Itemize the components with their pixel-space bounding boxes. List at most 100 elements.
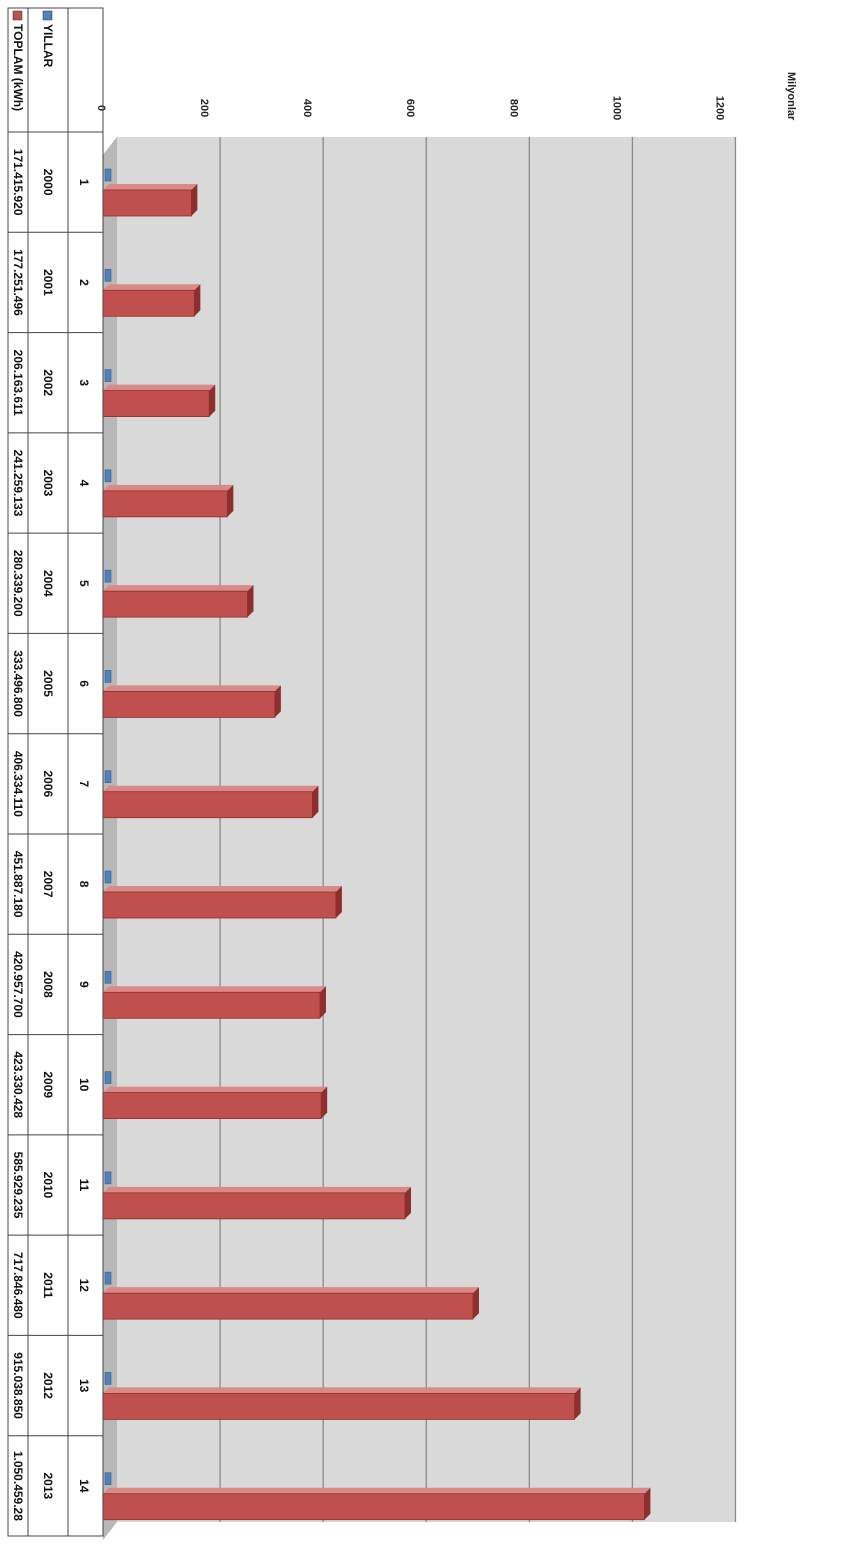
category-label: 2 — [77, 279, 91, 286]
bar-toplam-top — [103, 184, 198, 190]
bar-toplam-side — [227, 484, 234, 517]
year-label: 2009 — [41, 1071, 55, 1098]
legend-key — [42, 10, 53, 21]
bar-toplam — [102, 490, 228, 518]
tick-label: 800 — [507, 99, 519, 117]
legend-label: TOPLAM (kWh) — [11, 24, 25, 111]
category-label: 11 — [77, 1179, 91, 1192]
bar-toplam-side — [319, 986, 326, 1019]
bar-yillar — [104, 569, 112, 583]
year-label: 2002 — [41, 369, 55, 396]
bar-toplam-top — [103, 1186, 411, 1193]
bar-yillar — [104, 1171, 112, 1185]
total-label: 206.163.611 — [11, 350, 25, 416]
bar-toplam-top — [103, 685, 281, 692]
bar-yillar — [104, 1071, 112, 1084]
bar-toplam-top — [103, 484, 234, 491]
bar-yillar — [104, 1472, 112, 1486]
bar-toplam-top — [103, 384, 216, 391]
bar-yillar — [104, 970, 112, 984]
legend-key — [12, 10, 23, 21]
bar-toplam — [102, 1192, 406, 1220]
bar-toplam-side — [404, 1186, 411, 1219]
total-label: 406.334.110 — [11, 751, 25, 817]
bar-toplam-side — [644, 1487, 651, 1520]
bar-toplam-side — [194, 284, 201, 317]
category-label: 1 — [77, 179, 91, 186]
data-table: TOPLAM (kWh) YILLAR 1 2000 171.415.920 2 2001 1… — [7, 7, 104, 1537]
category-label: 8 — [77, 881, 91, 888]
bar-toplam — [102, 590, 248, 618]
plot-side-wall — [103, 137, 117, 1540]
bar-yillar — [104, 469, 112, 483]
year-label: 2007 — [41, 871, 55, 898]
total-label: 915.038.850 — [11, 1352, 25, 1419]
year-label: 2004 — [41, 570, 55, 597]
bar-toplam — [102, 1393, 576, 1420]
bar-yillar — [104, 670, 112, 683]
category-label: 3 — [77, 379, 91, 386]
bar-toplam-side — [312, 785, 319, 818]
tick-label: 200 — [198, 99, 210, 117]
bar-toplam-top — [103, 585, 254, 592]
bar-toplam — [102, 390, 210, 417]
tick-label: 600 — [404, 99, 416, 117]
bar-toplam-side — [247, 585, 254, 618]
bar-toplam-side — [274, 685, 281, 718]
category-label: 5 — [77, 580, 91, 587]
tick-label: 400 — [301, 99, 313, 117]
total-label: 420.957.700 — [11, 951, 25, 1018]
tick-label: 1200 — [713, 96, 725, 120]
total-label: 171.415.920 — [11, 149, 25, 216]
bar-toplam-side — [574, 1387, 581, 1420]
bar-toplam-top — [103, 1487, 651, 1494]
bar-toplam — [102, 991, 321, 1019]
bar-toplam-top — [103, 886, 342, 892]
bar-toplam — [102, 1292, 474, 1320]
total-label: 717.846.480 — [11, 1252, 25, 1319]
total-label: 423.330.428 — [11, 1051, 25, 1118]
bar-toplam — [102, 791, 313, 819]
bar-toplam-top — [103, 785, 319, 792]
total-label: 177.251.496 — [11, 249, 25, 316]
bar-toplam — [102, 1493, 645, 1521]
category-label: 7 — [77, 781, 91, 788]
total-label: 585.929.235 — [11, 1152, 25, 1219]
year-label: 2011 — [41, 1272, 55, 1298]
bar-toplam-side — [209, 384, 216, 417]
total-label: 241.259.133 — [11, 450, 25, 517]
year-label: 2006 — [41, 771, 55, 798]
year-label: 2003 — [41, 470, 55, 497]
tick-label: 1000 — [610, 96, 622, 120]
total-label: 1.050.459.28 — [11, 1451, 25, 1521]
year-label: 2013 — [41, 1473, 55, 1500]
total-label: 280.339.200 — [11, 550, 25, 617]
category-label: 13 — [77, 1379, 91, 1393]
bars — [102, 168, 651, 1521]
year-label: 2005 — [41, 670, 55, 697]
year-label: 2010 — [41, 1172, 55, 1199]
category-label: 12 — [77, 1279, 91, 1293]
category-label: 10 — [77, 1078, 91, 1092]
category-label: 14 — [77, 1479, 91, 1493]
bar-toplam — [102, 1092, 322, 1119]
bar-toplam-side — [321, 1086, 328, 1119]
total-label: 451.887.180 — [11, 851, 25, 918]
year-label: 2000 — [41, 169, 55, 196]
category-label: 4 — [77, 480, 91, 487]
bar-toplam-top — [103, 986, 326, 993]
year-label: 2001 — [41, 269, 55, 296]
category-label: 9 — [77, 981, 91, 988]
bar-toplam — [102, 289, 195, 317]
bar-yillar — [104, 369, 112, 382]
total-label: 333.496.800 — [11, 650, 25, 717]
bar-toplam-side — [472, 1287, 479, 1320]
value-axis: 0 200 400 600 800 1000 1200 — [95, 96, 725, 120]
category-label: 6 — [77, 680, 91, 687]
bar-toplam-top — [103, 1287, 479, 1294]
legend-label: YILLAR — [41, 24, 55, 68]
bar-toplam-side — [335, 886, 342, 918]
bar-yillar — [104, 1372, 112, 1385]
bar-toplam-top — [103, 1387, 581, 1394]
